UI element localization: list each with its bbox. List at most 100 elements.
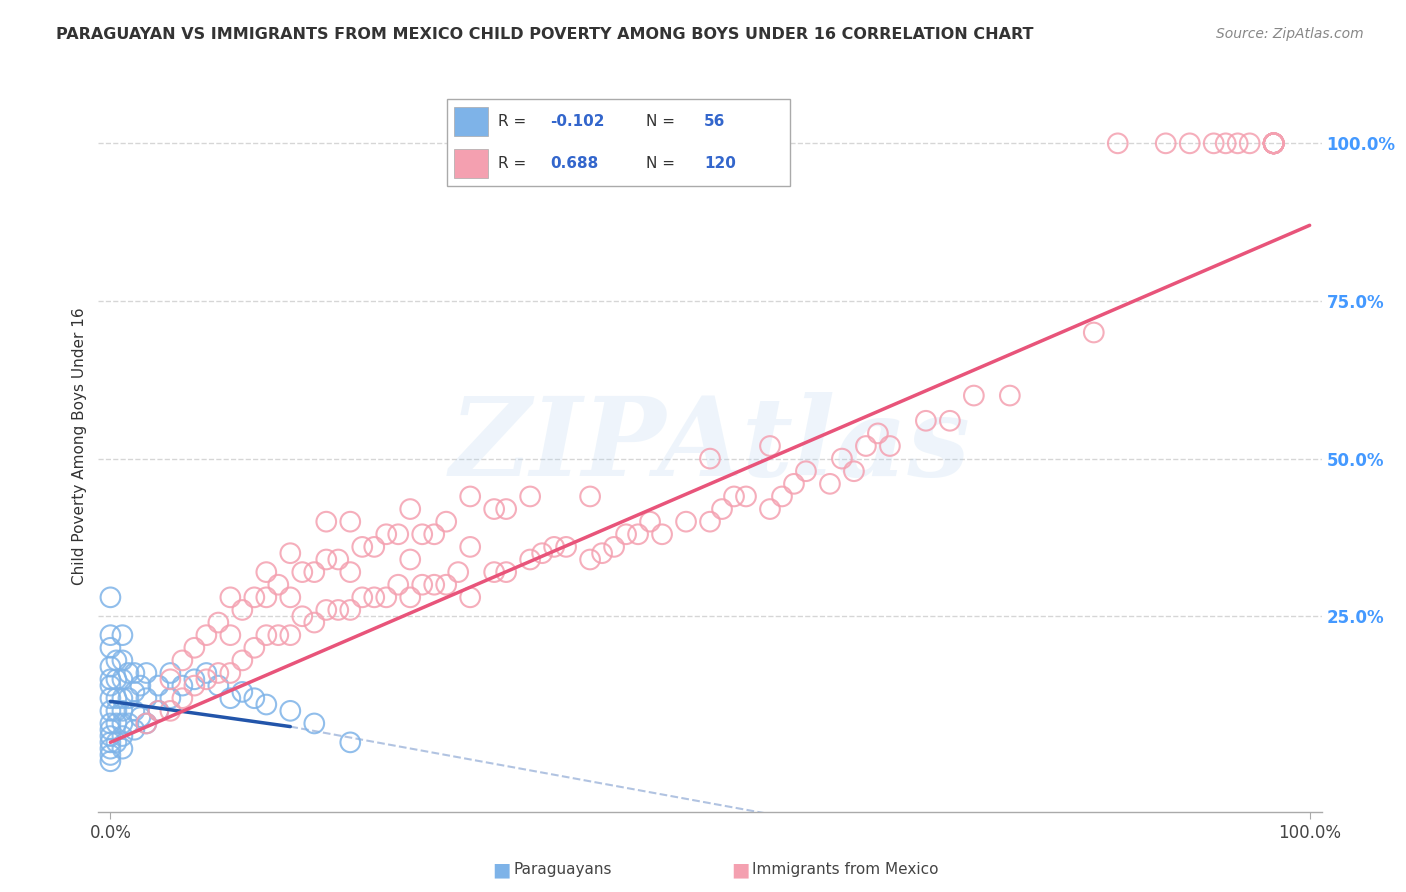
Point (675, 515, 697, 529)
Point (304, 615, 326, 630)
Point (183, 673, 205, 687)
Point (304, 565, 326, 579)
Point (195, 673, 218, 687)
Point (117, 691, 139, 706)
Point (100, 691, 122, 706)
Point (759, 439, 782, 453)
Point (434, 515, 457, 529)
Point (159, 673, 181, 687)
Point (195, 628, 218, 642)
Point (339, 515, 361, 529)
Point (278, 628, 301, 642)
Point (172, 653, 194, 667)
Point (1263, 136, 1285, 151)
Point (1083, 326, 1105, 340)
Point (458, 591, 481, 605)
Point (842, 464, 865, 478)
Point (129, 679, 152, 693)
Point (124, 685, 146, 699)
Point (159, 665, 181, 680)
Point (531, 546, 554, 560)
Point (591, 546, 613, 560)
Point (219, 665, 242, 680)
Point (148, 704, 170, 718)
Point (1263, 136, 1285, 151)
Point (627, 527, 650, 541)
Point (105, 716, 128, 731)
Point (111, 628, 134, 642)
Point (267, 578, 290, 592)
Point (482, 565, 505, 579)
Point (339, 735, 361, 749)
Point (105, 691, 128, 706)
Point (1263, 136, 1285, 151)
Point (423, 527, 446, 541)
Point (495, 502, 517, 516)
Point (219, 628, 242, 642)
Point (117, 716, 139, 731)
Point (254, 565, 277, 579)
Text: ■: ■ (731, 860, 749, 880)
Point (1215, 136, 1237, 151)
Point (117, 665, 139, 680)
Point (998, 388, 1021, 402)
Point (135, 716, 157, 731)
Point (124, 723, 146, 737)
Point (1263, 136, 1285, 151)
Point (1263, 136, 1285, 151)
Point (231, 603, 253, 617)
Text: Immigrants from Mexico: Immigrants from Mexico (752, 863, 939, 877)
Point (100, 741, 122, 756)
Point (1263, 136, 1285, 151)
Point (458, 490, 481, 504)
Point (363, 540, 385, 554)
Point (1263, 136, 1285, 151)
Point (579, 490, 602, 504)
Point (183, 640, 205, 655)
Point (100, 659, 122, 673)
Point (105, 704, 128, 718)
Point (278, 704, 301, 718)
Point (207, 665, 229, 680)
Point (818, 476, 841, 491)
Point (105, 735, 128, 749)
Point (1107, 136, 1129, 151)
Point (363, 591, 385, 605)
Point (519, 552, 541, 566)
Point (855, 439, 877, 453)
Point (638, 515, 661, 529)
Point (1263, 136, 1285, 151)
Point (231, 653, 253, 667)
Point (1154, 136, 1177, 151)
Point (124, 704, 146, 718)
Point (135, 665, 157, 680)
Point (183, 679, 205, 693)
Point (148, 704, 170, 718)
Point (243, 640, 266, 655)
Point (129, 710, 152, 724)
Point (100, 591, 122, 605)
Point (603, 540, 626, 554)
Point (482, 502, 505, 516)
Point (111, 741, 134, 756)
Point (579, 552, 602, 566)
Point (879, 439, 901, 453)
Point (207, 615, 229, 630)
Point (447, 565, 470, 579)
Point (207, 679, 229, 693)
Point (100, 754, 122, 768)
Point (100, 735, 122, 749)
Point (411, 527, 433, 541)
Point (219, 591, 242, 605)
Point (100, 729, 122, 743)
Point (387, 578, 409, 592)
Point (352, 591, 374, 605)
Point (1226, 136, 1249, 151)
Point (135, 716, 157, 731)
Text: PARAGUAYAN VS IMMIGRANTS FROM MEXICO CHILD POVERTY AMONG BOYS UNDER 16 CORRELATI: PARAGUAYAN VS IMMIGRANTS FROM MEXICO CHI… (56, 27, 1033, 42)
Point (111, 704, 134, 718)
Point (172, 691, 194, 706)
Point (278, 591, 301, 605)
Point (1202, 136, 1225, 151)
Point (794, 464, 817, 478)
